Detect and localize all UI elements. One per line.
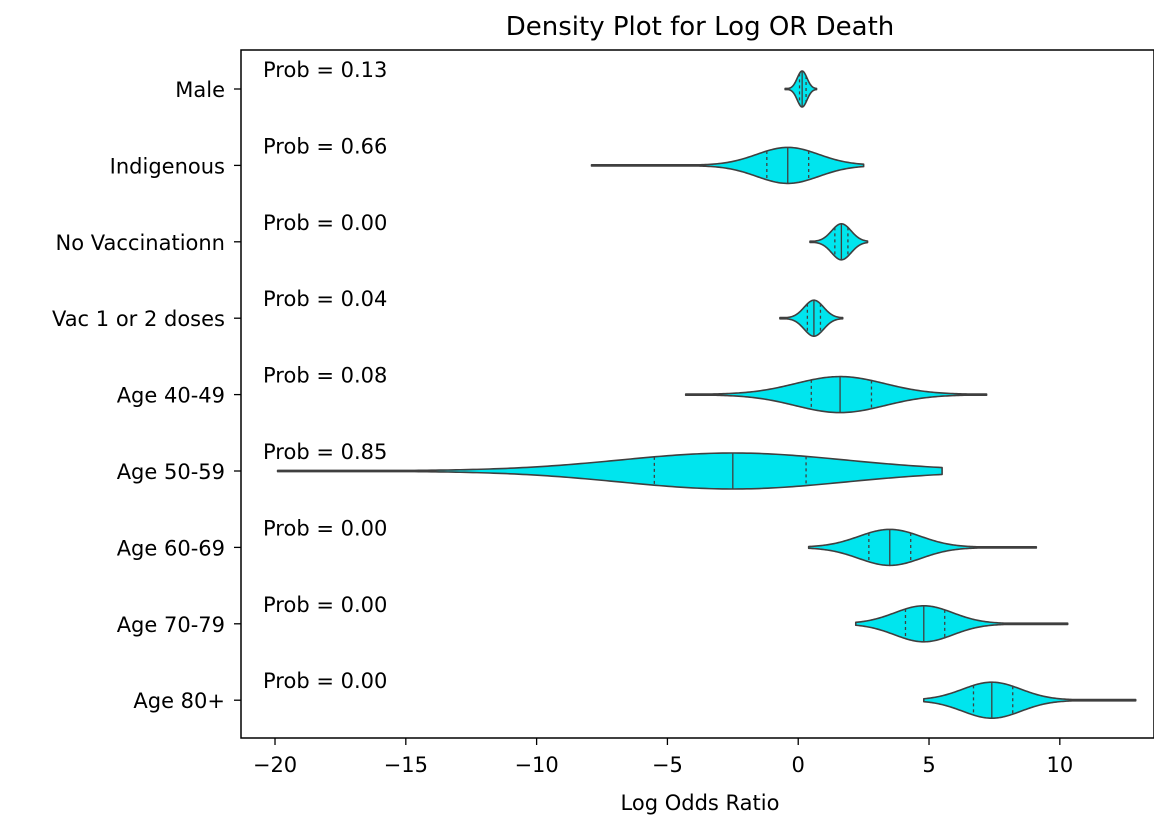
y-tick-label-6: Age 60-69 — [117, 536, 225, 560]
violin-7 — [854, 605, 1069, 643]
x-tick-label-0: −20 — [253, 753, 297, 777]
violin-2 — [809, 223, 869, 261]
prob-annotation-2: Prob = 0.00 — [263, 211, 387, 235]
y-tick-label-8: Age 80+ — [133, 689, 225, 713]
prob-annotation-7: Prob = 0.00 — [263, 593, 387, 617]
prob-annotation-6: Prob = 0.00 — [263, 516, 387, 540]
y-tick-label-7: Age 70-79 — [117, 613, 225, 637]
prob-annotation-8: Prob = 0.00 — [263, 669, 387, 693]
x-tick-label-4: 0 — [792, 753, 805, 777]
y-axis: Male Indigenous No Vaccinationn Vac 1 or 2 … — [52, 78, 241, 713]
x-tick-label-3: −5 — [652, 753, 683, 777]
probability-annotations: Prob = 0.13 Prob = 0.66 Prob = 0.00 Prob = … — [263, 58, 387, 693]
x-tick-label-6: 10 — [1046, 753, 1073, 777]
prob-annotation-1: Prob = 0.66 — [263, 134, 387, 158]
x-tick-label-2: −10 — [514, 753, 558, 777]
x-axis: −20 −15 −10 −5 0 5 10 — [253, 738, 1073, 777]
violin-1 — [590, 146, 865, 185]
y-tick-label-5: Age 50-59 — [117, 460, 225, 484]
chart-title: Density Plot for Log OR Death — [506, 12, 895, 42]
violin-3 — [779, 299, 844, 337]
x-axis-label: Log Odds Ratio — [621, 791, 780, 815]
y-tick-label-0: Male — [175, 78, 225, 102]
prob-annotation-3: Prob = 0.04 — [263, 287, 387, 311]
y-tick-label-3: Vac 1 or 2 doses — [52, 307, 225, 331]
plot-frame — [240, 49, 1154, 739]
prob-annotation-5: Prob = 0.85 — [263, 440, 387, 464]
y-tick-label-2: No Vaccinationn — [56, 231, 225, 255]
violin-0 — [784, 70, 818, 108]
violin-6 — [807, 528, 1038, 567]
violin-5 — [276, 452, 943, 490]
violin-4 — [684, 375, 988, 414]
x-tick-label-5: 5 — [922, 753, 935, 777]
y-tick-label-1: Indigenous — [110, 154, 225, 178]
x-tick-label-1: −15 — [384, 753, 428, 777]
prob-annotation-0: Prob = 0.13 — [263, 58, 387, 82]
prob-annotation-4: Prob = 0.08 — [263, 364, 387, 388]
violins-layer — [276, 70, 1137, 719]
violin-8 — [922, 681, 1137, 719]
y-tick-label-4: Age 40-49 — [117, 384, 225, 408]
